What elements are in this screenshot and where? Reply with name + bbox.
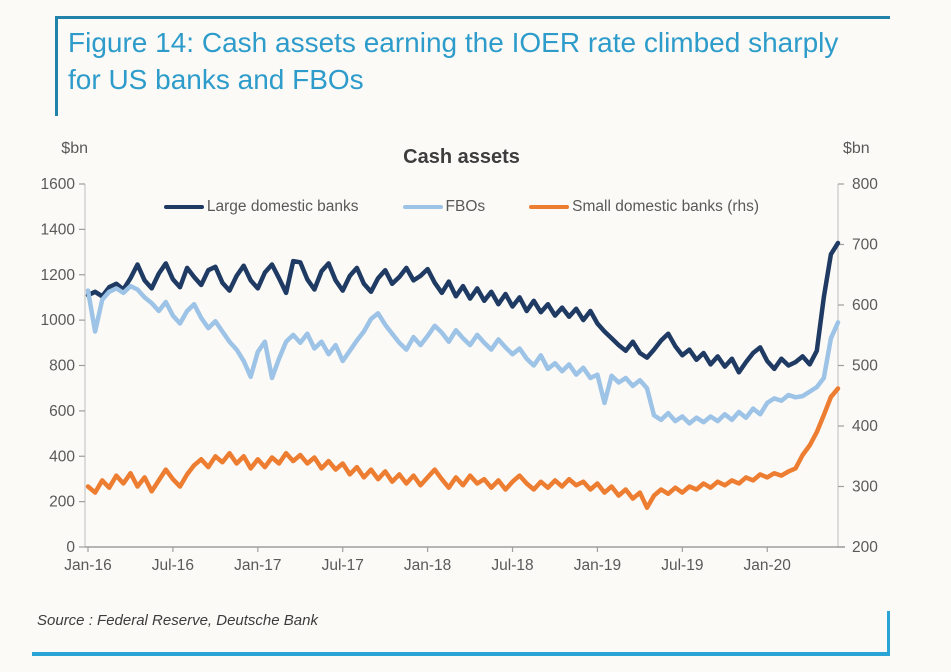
- x-axis-tick-label: Jan-16: [64, 557, 111, 574]
- legend-label: Small domestic banks (rhs): [572, 198, 760, 215]
- left-axis-unit-label: $bn: [61, 140, 88, 157]
- chart-title: Cash assets: [403, 146, 520, 168]
- chart-legend: Large domestic banks FBOs Small domestic…: [85, 197, 838, 217]
- right-axis-tick-label: 200: [852, 539, 878, 556]
- left-axis-tick-label: 0: [66, 539, 75, 556]
- left-axis-tick-label: 1400: [41, 221, 76, 238]
- right-axis-tick-label: 300: [852, 479, 878, 496]
- x-axis-tick-label: Jul-16: [152, 557, 194, 574]
- right-axis-tick-label: 700: [852, 237, 878, 254]
- right-axis-tick-label: 800: [852, 176, 878, 193]
- series-line-small-domestic-banks-rhs: [85, 386, 841, 510]
- right-axis-tick-label: 400: [852, 418, 878, 435]
- right-axis-tick-label: 500: [852, 358, 878, 375]
- left-axis-tick-label: 1200: [41, 267, 76, 284]
- x-axis-tick-label: Jan-20: [744, 557, 792, 574]
- right-border-rule: [887, 611, 890, 656]
- left-axis-tick-label: 600: [49, 403, 75, 420]
- top-border-rule: [55, 16, 890, 19]
- left-axis-tick-label: 1000: [41, 312, 76, 329]
- x-axis-tick-label: Jan-17: [234, 557, 281, 574]
- left-border-rule: [55, 16, 58, 116]
- legend-item-fbos: FBOs: [402, 198, 486, 216]
- x-axis-tick-label: Jul-19: [661, 557, 703, 574]
- x-axis-tick-label: Jul-18: [491, 557, 533, 574]
- bottom-border-rule: [32, 652, 890, 656]
- right-axis-tick-label: 600: [852, 297, 878, 314]
- legend-line-swatch-orange: [529, 204, 570, 210]
- figure-title: Figure 14: Cash assets earning the IOER …: [68, 27, 839, 95]
- legend-label: FBOs: [445, 198, 486, 215]
- legend-line-swatch-light-blue: [402, 204, 443, 210]
- x-axis-tick-label: Jan-18: [404, 557, 451, 574]
- source-attribution: Source : Federal Reserve, Deutsche Bank: [37, 612, 318, 629]
- legend-line-swatch-navy: [163, 204, 204, 210]
- x-axis-tick-label: Jan-19: [574, 557, 621, 574]
- series-line-fbos: [85, 283, 841, 426]
- left-axis-tick-label: 200: [49, 494, 75, 511]
- left-axis-tick-label: 800: [49, 358, 75, 375]
- right-axis-unit-label: $bn: [843, 140, 870, 157]
- legend-label: Large domestic banks: [206, 198, 359, 215]
- legend-item-large-domestic-banks: Large domestic banks: [163, 198, 359, 216]
- legend-item-small-domestic-banks: Small domestic banks (rhs): [529, 198, 759, 216]
- x-axis-tick-label: Jul-17: [322, 557, 364, 574]
- left-axis-tick-label: 400: [49, 448, 75, 465]
- left-axis-tick-label: 1600: [41, 176, 76, 193]
- series-line-large-domestic-banks: [85, 240, 841, 375]
